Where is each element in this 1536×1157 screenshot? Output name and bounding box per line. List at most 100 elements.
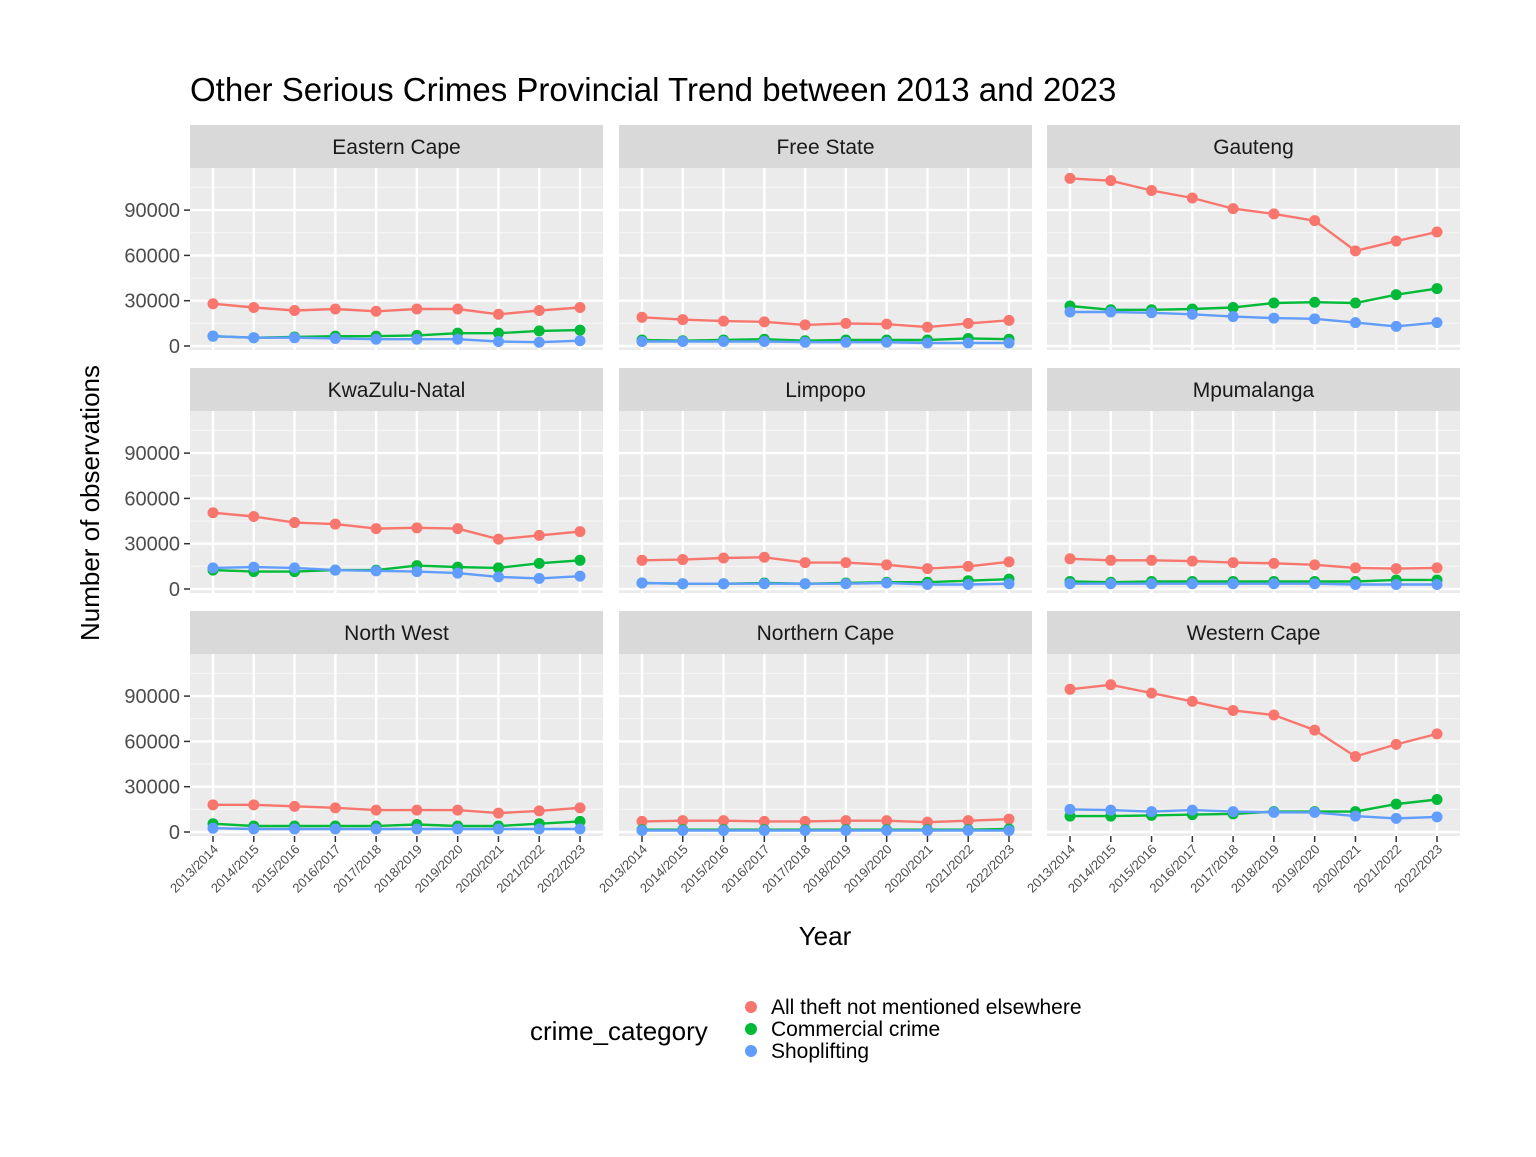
data-point-shoplifting xyxy=(1309,578,1321,590)
facet-eastern-cape: Eastern Cape 0 30000 60000 90000 xyxy=(124,125,603,358)
data-point-shoplifting xyxy=(718,824,730,836)
facet-label: North West xyxy=(344,622,449,645)
data-point-all-theft-not-mentioned-elsewhere xyxy=(248,799,260,811)
data-point-shoplifting xyxy=(574,570,586,582)
data-point-shoplifting xyxy=(370,823,382,835)
data-point-all-theft-not-mentioned-elsewhere xyxy=(533,805,545,817)
series-line-all-theft-not-mentioned-elsewhere xyxy=(212,302,581,316)
data-point-all-theft-not-mentioned-elsewhere xyxy=(1268,557,1280,569)
facet-strip xyxy=(1047,611,1460,654)
data-point-all-theft-not-mentioned-elsewhere xyxy=(921,563,933,575)
data-point-all-theft-not-mentioned-elsewhere xyxy=(799,319,811,331)
data-point-all-theft-not-mentioned-elsewhere xyxy=(1227,704,1239,716)
series-line-shoplifting xyxy=(212,827,580,831)
data-point-shoplifting xyxy=(370,565,382,577)
facet-limpopo: Limpopo xyxy=(619,368,1032,593)
data-point-shoplifting xyxy=(329,564,341,576)
data-point-shoplifting xyxy=(248,823,260,835)
data-point-shoplifting xyxy=(1390,812,1402,824)
series-line-shoplifting xyxy=(1070,310,1438,328)
series-line-commercial-crime xyxy=(212,559,581,573)
data-point-all-theft-not-mentioned-elsewhere xyxy=(718,315,730,327)
facet-panels: Eastern Cape 0 30000 60000 90000 Free State Ga… xyxy=(124,125,1460,896)
data-point-shoplifting xyxy=(881,824,893,836)
data-point-commercial-crime xyxy=(492,562,504,574)
data-point-shoplifting xyxy=(636,824,648,836)
data-point-shoplifting xyxy=(1146,806,1158,818)
data-point-shoplifting xyxy=(289,332,301,344)
series-line-all-theft-not-mentioned-elsewhere xyxy=(212,511,581,541)
data-point-shoplifting xyxy=(1349,317,1361,329)
data-point-shoplifting xyxy=(962,824,974,836)
y-axis-label: Number of observations xyxy=(75,365,105,641)
series-line-all-theft-not-mentioned-elsewhere xyxy=(1069,177,1438,253)
data-point-shoplifting xyxy=(1431,578,1443,590)
data-point-all-theft-not-mentioned-elsewhere xyxy=(1146,554,1158,566)
data-point-shoplifting xyxy=(1227,806,1239,818)
data-point-all-theft-not-mentioned-elsewhere xyxy=(289,305,301,317)
data-point-shoplifting xyxy=(840,824,852,836)
data-point-shoplifting xyxy=(1390,320,1402,332)
data-point-all-theft-not-mentioned-elsewhere xyxy=(1105,554,1117,566)
data-point-all-theft-not-mentioned-elsewhere xyxy=(411,303,423,315)
data-point-all-theft-not-mentioned-elsewhere xyxy=(758,316,770,328)
series-line-commercial-crime xyxy=(1069,578,1437,584)
series-line-commercial-crime xyxy=(1069,287,1438,311)
data-point-all-theft-not-mentioned-elsewhere xyxy=(1186,555,1198,567)
data-point-all-theft-not-mentioned-elsewhere xyxy=(962,560,974,572)
data-point-all-theft-not-mentioned-elsewhere xyxy=(1064,683,1076,695)
series-line-all-theft-not-mentioned-elsewhere xyxy=(1069,557,1438,570)
data-point-commercial-crime xyxy=(1349,297,1361,309)
data-point-shoplifting xyxy=(207,330,219,342)
series-line-all-theft-not-mentioned-elsewhere xyxy=(641,556,1010,570)
data-point-shoplifting xyxy=(636,335,648,347)
data-point-all-theft-not-mentioned-elsewhere xyxy=(881,318,893,330)
y-tick-label: 60000 xyxy=(124,488,180,510)
data-point-shoplifting xyxy=(1309,806,1321,818)
data-point-all-theft-not-mentioned-elsewhere xyxy=(840,557,852,569)
legend-key-commercial-crime xyxy=(745,1023,757,1035)
y-tick-label: 0 xyxy=(169,336,180,358)
data-point-all-theft-not-mentioned-elsewhere xyxy=(962,317,974,329)
data-point-shoplifting xyxy=(574,335,586,347)
data-point-shoplifting xyxy=(1227,578,1239,590)
data-point-all-theft-not-mentioned-elsewhere xyxy=(881,559,893,571)
data-point-all-theft-not-mentioned-elsewhere xyxy=(289,800,301,812)
data-point-all-theft-not-mentioned-elsewhere xyxy=(677,314,689,326)
facet-label: Free State xyxy=(776,136,874,159)
data-point-shoplifting xyxy=(452,333,464,345)
series-line-shoplifting xyxy=(642,340,1009,345)
data-point-shoplifting xyxy=(1064,306,1076,318)
data-point-all-theft-not-mentioned-elsewhere xyxy=(1105,175,1117,187)
data-point-shoplifting xyxy=(677,335,689,347)
data-point-commercial-crime xyxy=(1227,301,1239,313)
facet-strip xyxy=(1047,368,1460,411)
data-point-commercial-crime xyxy=(574,815,586,827)
data-point-shoplifting xyxy=(1186,308,1198,320)
data-point-all-theft-not-mentioned-elsewhere xyxy=(921,816,933,828)
data-point-shoplifting xyxy=(452,823,464,835)
data-point-all-theft-not-mentioned-elsewhere xyxy=(1064,553,1076,565)
data-point-all-theft-not-mentioned-elsewhere xyxy=(1105,679,1117,691)
data-point-all-theft-not-mentioned-elsewhere xyxy=(370,804,382,816)
data-point-all-theft-not-mentioned-elsewhere xyxy=(921,321,933,333)
data-point-all-theft-not-mentioned-elsewhere xyxy=(718,815,730,827)
data-point-shoplifting xyxy=(1003,578,1015,590)
data-point-all-theft-not-mentioned-elsewhere xyxy=(758,551,770,563)
data-point-all-theft-not-mentioned-elsewhere xyxy=(1349,562,1361,574)
chart-title: Other Serious Crimes Provincial Trend be… xyxy=(190,71,1116,108)
facet-mpumalanga: Mpumalanga xyxy=(1047,368,1460,593)
data-point-all-theft-not-mentioned-elsewhere xyxy=(1309,724,1321,736)
data-point-shoplifting xyxy=(574,823,586,835)
facet-strip xyxy=(619,125,1032,168)
y-tick-label: 90000 xyxy=(124,443,180,465)
data-point-shoplifting xyxy=(1003,337,1015,349)
data-point-commercial-crime xyxy=(1309,296,1321,308)
data-point-shoplifting xyxy=(1431,317,1443,329)
facet-strip xyxy=(619,611,1032,654)
facet-strip xyxy=(190,125,603,168)
data-point-commercial-crime xyxy=(574,554,586,566)
facet-kwazulu-natal: KwaZulu-Natal 0 30000 60000 90000 xyxy=(124,368,603,601)
data-point-all-theft-not-mentioned-elsewhere xyxy=(799,815,811,827)
data-point-all-theft-not-mentioned-elsewhere xyxy=(329,518,341,530)
